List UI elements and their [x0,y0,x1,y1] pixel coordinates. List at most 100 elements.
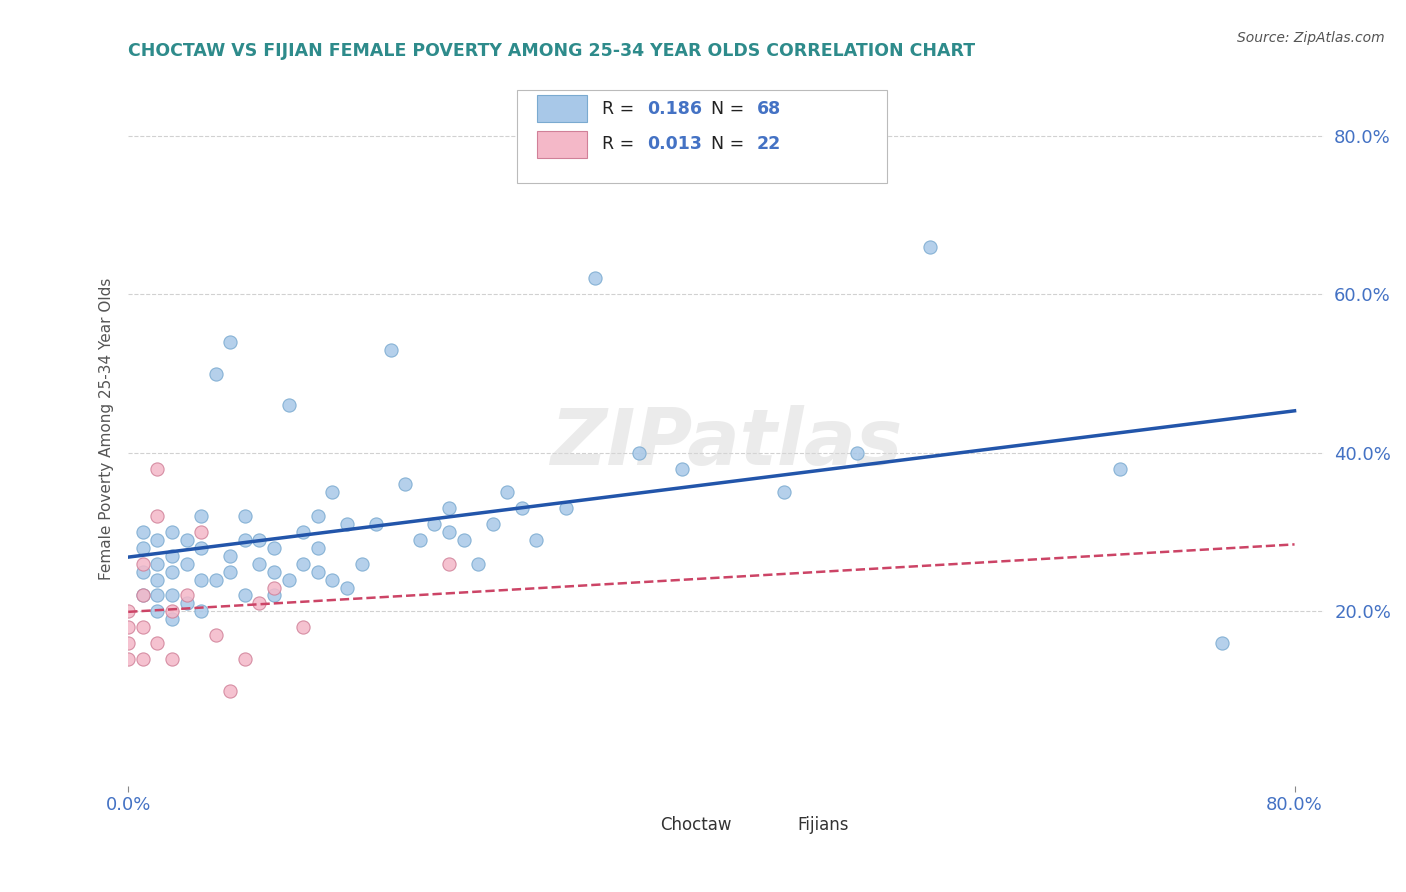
Point [190,604,212,618]
Text: 0.186: 0.186 [647,100,702,118]
Point [160,604,183,618]
Point [132,589,155,603]
Point [437,524,460,539]
Text: N =: N = [700,136,749,153]
Point [219,683,242,698]
Point [204,367,226,381]
Point [554,501,576,516]
Point [467,557,489,571]
Point [160,524,183,539]
Point [160,549,183,563]
Point [160,652,183,666]
Point [233,509,256,524]
Point [146,589,169,603]
Point [146,533,169,547]
Point [146,509,169,524]
Point [292,620,315,634]
Point [1108,461,1130,475]
Point [132,652,155,666]
Point [176,533,198,547]
Point [380,343,402,357]
Point [219,565,242,579]
Point [176,596,198,610]
Point [1211,636,1233,650]
Point [409,533,432,547]
Point [846,446,869,460]
Point [160,565,183,579]
Point [160,589,183,603]
Point [263,541,285,555]
Point [249,596,271,610]
Point [394,477,416,491]
FancyBboxPatch shape [517,90,887,183]
Point [321,485,343,500]
Point [526,533,548,547]
Point [249,533,271,547]
Text: ZIPatlas: ZIPatlas [550,405,903,482]
Point [364,517,387,532]
Point [219,549,242,563]
Point [263,565,285,579]
Point [132,620,155,634]
Text: Fijians: Fijians [797,816,849,834]
Point [920,240,942,254]
Point [583,271,606,285]
Point [146,604,169,618]
Point [307,541,329,555]
Point [132,557,155,571]
Point [496,485,519,500]
Point [190,573,212,587]
Text: 0.013: 0.013 [647,136,702,153]
FancyBboxPatch shape [762,819,789,833]
Y-axis label: Female Poverty Among 25-34 Year Olds: Female Poverty Among 25-34 Year Olds [100,277,114,580]
Point [437,557,460,571]
Point [190,541,212,555]
Point [132,589,155,603]
Point [160,612,183,626]
Text: R =: R = [602,100,640,118]
Point [263,581,285,595]
Point [146,573,169,587]
Point [117,652,139,666]
Point [510,501,533,516]
Point [132,524,155,539]
Point [277,398,299,412]
Point [132,565,155,579]
Point [627,446,650,460]
Text: Choctaw: Choctaw [661,816,731,834]
Point [249,557,271,571]
Point [277,573,299,587]
Point [307,509,329,524]
FancyBboxPatch shape [537,95,588,122]
Point [233,652,256,666]
Text: Source: ZipAtlas.com: Source: ZipAtlas.com [1237,31,1385,45]
Point [671,461,693,475]
Point [453,533,475,547]
Point [219,334,242,349]
Point [233,533,256,547]
Text: 22: 22 [756,136,782,153]
Text: N =: N = [700,100,749,118]
Point [336,517,359,532]
Point [481,517,503,532]
Point [117,604,139,618]
Point [146,636,169,650]
Point [204,573,226,587]
Point [292,524,315,539]
Point [423,517,446,532]
Point [773,485,796,500]
Point [146,461,169,475]
Point [132,541,155,555]
Point [321,573,343,587]
Point [336,581,359,595]
Point [204,628,226,642]
Text: CHOCTAW VS FIJIAN FEMALE POVERTY AMONG 25-34 YEAR OLDS CORRELATION CHART: CHOCTAW VS FIJIAN FEMALE POVERTY AMONG 2… [128,42,976,60]
Point [350,557,373,571]
Point [292,557,315,571]
Text: R =: R = [602,136,640,153]
Point [190,524,212,539]
Point [233,589,256,603]
Point [176,557,198,571]
Point [146,557,169,571]
Point [190,509,212,524]
